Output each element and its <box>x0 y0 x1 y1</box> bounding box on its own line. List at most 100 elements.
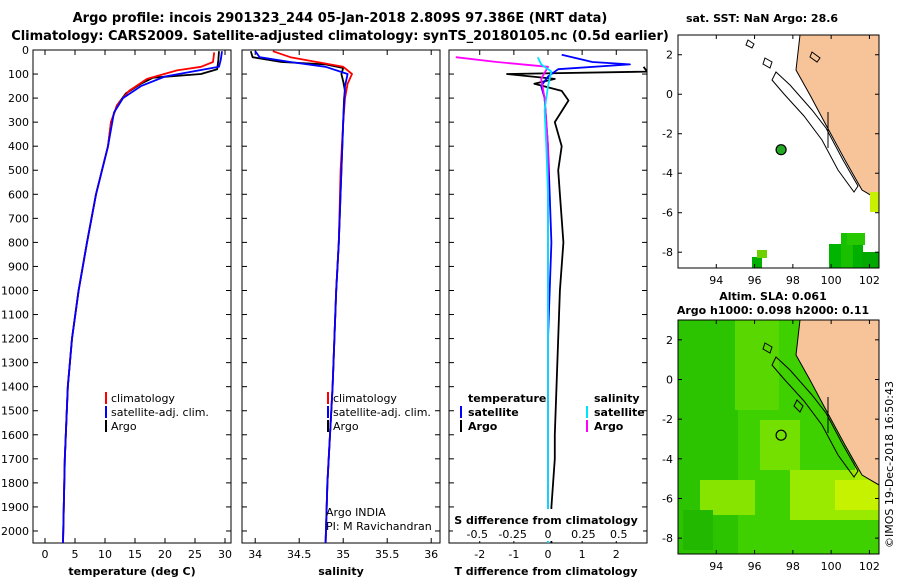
depth-tick-label: 400 <box>8 140 29 153</box>
map-y-tick-label: -4 <box>662 167 673 180</box>
sla-field <box>835 480 879 510</box>
title-line-1: Argo profile: incois 2901323_244 05-Jan-… <box>73 11 608 26</box>
x-tick-label: 34.5 <box>287 548 312 561</box>
sst-cell <box>829 244 841 268</box>
x-tick-label: 20 <box>158 548 172 561</box>
depth-tick-label: 1500 <box>1 405 29 418</box>
sla-map-ticks: 94 96 98 100 102 2 0 -2 -4 -6 -8 <box>662 320 880 573</box>
legend-climatology: climatology <box>333 392 397 405</box>
depth-tick-label: 700 <box>8 212 29 225</box>
map-y-tick-label: 0 <box>666 373 673 386</box>
depth-tick-label: 500 <box>8 164 29 177</box>
depth-tick-label: 2000 <box>1 525 29 538</box>
mentawai-islands <box>771 356 859 478</box>
map-x-tick-label: 94 <box>709 560 723 573</box>
s-difference-ticks: -0.5 -0.25 0 0.25 0.5 <box>467 528 628 541</box>
mentawai-islands <box>771 71 859 193</box>
legend-s-satellite: satellite <box>594 406 645 419</box>
sla-map-title-2: Argo h1000: 0.098 h2000: 0.11 <box>677 304 869 317</box>
s-tick-label: -0.5 <box>467 528 488 541</box>
series-satellite-adj-clim- <box>254 50 349 543</box>
legend-argo: Argo <box>111 420 137 433</box>
x-tick-label: -2 <box>474 548 485 561</box>
legend-s-argo: Argo <box>594 420 624 433</box>
map-y-tick-label: -6 <box>662 207 673 220</box>
map-x-tick-label: 100 <box>821 274 842 287</box>
difference-panel: -2 -1 0 1 2 S difference from climatology -0… <box>448 49 648 578</box>
difference-lines <box>455 53 647 543</box>
x-tick-label: 35 <box>336 548 350 561</box>
map-y-tick-label: -6 <box>662 492 673 505</box>
sst-cell <box>853 242 863 268</box>
x-tick-label: 25 <box>188 548 202 561</box>
sumatra-land <box>795 35 879 201</box>
x-tick-label: 1 <box>579 548 586 561</box>
map-y-tick-label: -8 <box>662 532 673 545</box>
island <box>745 39 755 49</box>
series-satellite-adj-clim- <box>62 51 223 543</box>
x-tick-label: 36 <box>424 548 438 561</box>
island <box>762 57 773 69</box>
legend-t-satellite: satellite <box>468 406 519 419</box>
map-x-tick-label: 94 <box>709 274 723 287</box>
sla-map: Altim. SLA: 0.061 Argo h1000: 0.098 h200… <box>662 290 880 573</box>
x-tick-label: 2 <box>613 548 620 561</box>
sst-map: sat. SST: NaN Argo: 28.6 94 96 98 100 102 2 0 -… <box>662 12 880 287</box>
depth-tick-label: 1600 <box>1 429 29 442</box>
legend-satellite: satellite-adj. clim. <box>333 406 431 419</box>
sst-cell <box>847 233 865 245</box>
legend-climatology: climatology <box>111 392 175 405</box>
depth-tick-label: 1100 <box>1 309 29 322</box>
s-tick-label: 0 <box>545 528 552 541</box>
title-line-2: Climatology: CARS2009. Satellite-adjuste… <box>11 29 669 44</box>
sumatra-land <box>795 320 879 486</box>
depth-tick-label: 900 <box>8 260 29 273</box>
series-t-argo <box>506 66 647 543</box>
depth-tick-label: 300 <box>8 116 29 129</box>
salinity-xlabel: salinity <box>318 565 364 578</box>
temperature-ticks: 0 5 10 15 20 25 30 <box>33 49 232 561</box>
sst-map-content <box>745 35 879 268</box>
sst-cell <box>757 250 767 258</box>
depth-tick-label: 1700 <box>1 453 29 466</box>
depth-tick-label: 1300 <box>1 357 29 370</box>
argo-float-marker <box>775 144 787 156</box>
s-difference-label: S difference from climatology <box>454 514 638 527</box>
legend-argo: Argo <box>333 420 359 433</box>
x-tick-label: 0 <box>545 548 552 561</box>
depth-tick-label: 1800 <box>1 477 29 490</box>
salinity-legend: climatology satellite-adj. clim. Argo <box>327 392 431 433</box>
x-tick-label: 30 <box>218 548 232 561</box>
temperature-xlabel: temperature (deg C) <box>68 565 195 578</box>
s-axis-background <box>453 509 643 541</box>
temperature-legend: climatology satellite-adj. clim. Argo <box>105 392 209 433</box>
sst-cell <box>870 192 879 212</box>
argo-float-marker <box>775 429 787 441</box>
map-x-tick-label: 100 <box>821 560 842 573</box>
map-y-tick-label: 0 <box>666 88 673 101</box>
legend-temperature-heading: temperature <box>468 392 546 405</box>
depth-tick-label: 800 <box>8 236 29 249</box>
sla-field <box>700 480 755 515</box>
sst-cell <box>752 257 762 268</box>
difference-legend-salinity: salinity satellite Argo <box>586 392 645 433</box>
difference-ticks: -2 -1 0 1 2 <box>449 49 647 561</box>
legend-salinity-heading: salinity <box>594 392 640 405</box>
sla-map-content <box>678 320 879 554</box>
sst-map-frame <box>677 34 880 269</box>
depth-tick-label: 1900 <box>1 501 29 514</box>
s-tick-label: 0.5 <box>610 528 628 541</box>
map-x-tick-label: 98 <box>786 560 800 573</box>
s-tick-label: 0.25 <box>571 528 596 541</box>
sla-field <box>683 510 713 550</box>
map-y-tick-label: -2 <box>662 413 673 426</box>
depth-tick-label: 0 <box>22 44 29 57</box>
series-s-satellite <box>536 56 553 543</box>
x-tick-label: 5 <box>72 548 79 561</box>
salinity-frame <box>241 49 441 544</box>
salinity-lines <box>249 50 353 543</box>
x-tick-label: -1 <box>508 548 519 561</box>
temperature-panel: 0 5 10 15 20 25 30 temperature (deg C) climato… <box>32 49 232 578</box>
annotation-pi: PI: M Ravichandran <box>326 520 432 533</box>
